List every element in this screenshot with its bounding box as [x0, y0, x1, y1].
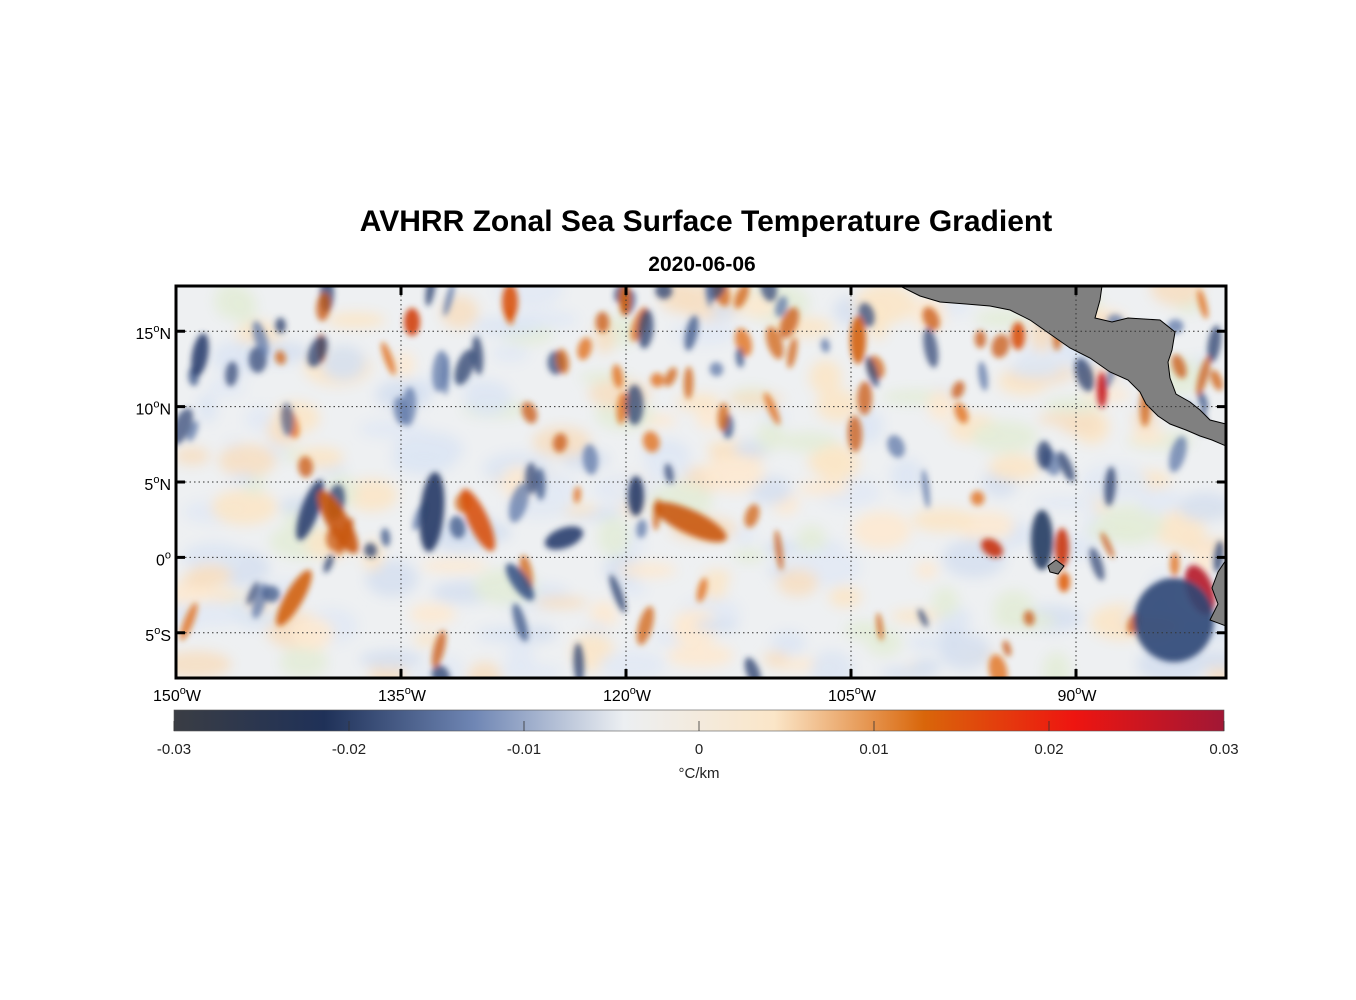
y-tick-label: 5oS	[145, 625, 171, 645]
gradient-field	[176, 286, 1226, 678]
map-subtitle: 2020-06-06	[648, 253, 756, 276]
x-tick-label: 150oW	[153, 685, 202, 705]
y-tick-label: 0o	[156, 549, 171, 569]
x-tick-label: 90oW	[1057, 685, 1097, 705]
x-tick-label: 135oW	[378, 685, 427, 705]
central-america-land	[899, 286, 1226, 447]
colorbar-tick-label: -0.03	[157, 741, 191, 758]
colorbar-tick-label: 0.01	[859, 741, 888, 758]
x-tick-label: 120oW	[603, 685, 652, 705]
colorbar-ramp	[174, 710, 1224, 731]
south-america-land	[1209, 559, 1226, 627]
y-tick-label: 15oN	[136, 323, 171, 343]
colorbar-tick-label: -0.02	[332, 741, 366, 758]
y-tick-label: 10oN	[136, 399, 171, 419]
y-tick-label: 5oN	[144, 474, 171, 494]
colorbar: -0.03 -0.02 -0.01 0 0.01 0.02 0.03 °C/km	[157, 709, 1239, 782]
land-masses	[899, 286, 1226, 627]
colorbar-tick-label: -0.01	[507, 741, 541, 758]
colorbar-tick-label: 0.03	[1209, 741, 1238, 758]
colorbar-tick-label: 0.02	[1034, 741, 1063, 758]
galapagos-island	[1047, 559, 1065, 575]
colorbar-unit-label: °C/km	[679, 765, 720, 782]
axis-ticks: 150oW 135oW 120oW 105oW 90oW 15oN 10oN 5oN 0o 5oS	[136, 285, 1227, 705]
map-title: AVHRR Zonal Sea Surface Temperature Grad…	[359, 205, 1053, 238]
x-tick-label: 105oW	[828, 685, 877, 705]
colorbar-tick-label: 0	[695, 741, 703, 758]
